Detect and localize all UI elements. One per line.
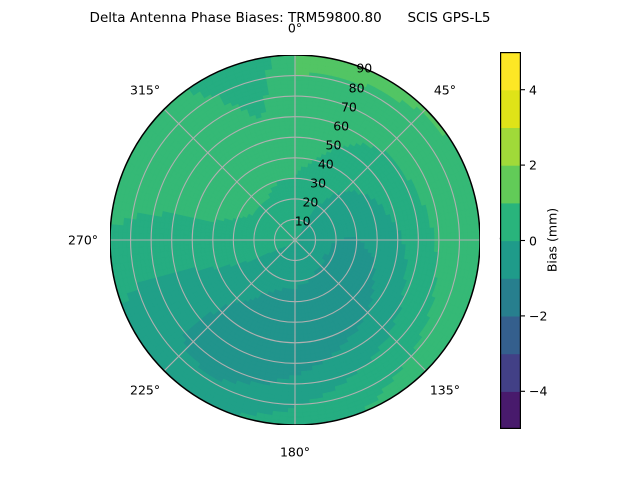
theta-tick-label-225: 225° [130, 382, 161, 398]
polar-plot-svg [110, 55, 480, 425]
colorbar-tick-label-1: 2 [529, 157, 537, 173]
theta-tick-label-270: 270° [67, 232, 99, 248]
radial-tick-label-20: 20 [302, 194, 319, 210]
colorbar: 4 2 0 −2 −4 [500, 52, 547, 429]
radial-tick-label-50: 50 [325, 137, 342, 153]
colorbar-axis-label: Bias (mm) [544, 207, 560, 273]
radial-tick-label-70: 70 [340, 99, 357, 115]
colorbar-tick-label-4: −4 [529, 383, 548, 399]
radial-tick-label-60: 60 [333, 118, 350, 134]
colorbar-tick-label-3: −2 [529, 308, 548, 324]
radial-tick-label-40: 40 [317, 156, 334, 172]
colorbar-tick-label-0: 4 [529, 82, 537, 98]
radial-tick-label-10: 10 [294, 213, 311, 229]
radial-tick-label-80: 80 [348, 80, 365, 96]
radial-tick-label-90: 90 [356, 60, 373, 76]
theta-tick-label-315: 315° [130, 82, 161, 98]
colorbar-gradient [500, 52, 525, 429]
polar-axes: 0° 45° 90 135° 180° 225° 270° 315° 10 20 30 40 50 60 7… [68, 21, 515, 460]
colorbar-tick-label-2: 0 [529, 233, 537, 248]
theta-tick-label-45: 45° [433, 82, 456, 98]
theta-tick-label-0: 0° [287, 20, 303, 36]
radial-tick-label-30: 30 [310, 175, 327, 191]
theta-tick-label-135: 135° [429, 382, 460, 398]
figure-title: Delta Antenna Phase Biases: TRM59800.80 … [89, 10, 491, 26]
theta-tick-label-180: 180° [279, 444, 311, 460]
